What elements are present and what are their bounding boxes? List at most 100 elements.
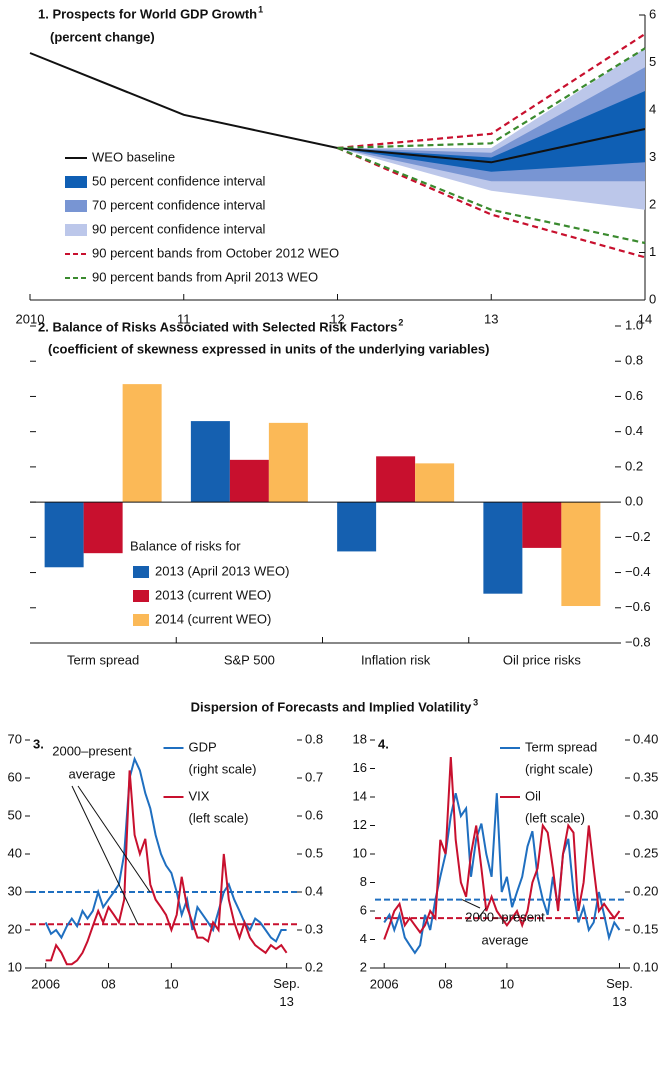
- y-tick-label: 2: [360, 959, 367, 974]
- y-tick-label: 20: [8, 921, 22, 936]
- legend-note: (right scale): [189, 761, 257, 776]
- legend-swatch: [65, 224, 87, 236]
- legend-label: WEO baseline: [92, 149, 175, 164]
- x-tick-label: S&P 500: [224, 652, 275, 667]
- legend-title: Balance of risks for: [130, 538, 241, 553]
- y2-tick-label: 0.30: [633, 807, 658, 822]
- legend-swatch: [65, 176, 87, 188]
- annotation: 2000–present: [465, 909, 545, 924]
- y-tick-label: −0.2: [625, 529, 651, 544]
- y-tick-label: 1.0: [625, 317, 643, 332]
- x-tick-label: Oil price risks: [503, 652, 582, 667]
- footnote-mark: 1: [258, 4, 263, 14]
- y-tick-label: 4: [360, 931, 367, 946]
- x-tick-label: 10: [500, 976, 514, 991]
- legend-label: Oil: [525, 788, 541, 803]
- legend-note: (right scale): [525, 761, 593, 776]
- legend-label: Term spread: [525, 739, 597, 754]
- x-tick-label: Sep. 13: [606, 976, 633, 1009]
- bar: [122, 384, 162, 503]
- bar: [229, 459, 269, 503]
- x-tick-label: 2010: [16, 311, 45, 326]
- y-tick-label: 6: [360, 902, 367, 917]
- band-edge-line: [337, 146, 646, 259]
- y-tick-label: 0.2: [625, 458, 643, 473]
- legend-label: 50 percent confidence interval: [92, 173, 266, 188]
- y-tick-label: 4: [649, 101, 656, 116]
- y-tick-label: 0.8: [625, 353, 643, 368]
- y-tick-label: 14: [353, 788, 367, 803]
- y-tick-label: 30: [8, 883, 22, 898]
- y2-tick-label: 0.6: [305, 807, 323, 822]
- y-tick-label: 0.6: [625, 388, 643, 403]
- y-tick-label: 10: [8, 959, 22, 974]
- annotation: average: [482, 932, 529, 947]
- y2-tick-label: 0.35: [633, 769, 658, 784]
- x-tick-label: 10: [164, 976, 178, 991]
- x-tick-label: 11: [177, 311, 191, 326]
- legend-label: 70 percent confidence interval: [92, 197, 266, 212]
- y-tick-label: 8: [360, 874, 367, 889]
- leader-line: [77, 785, 151, 893]
- bar: [415, 463, 455, 503]
- legend-label: 90 percent bands from April 2013 WEO: [92, 269, 318, 284]
- chart-subtitle: (coefficient of skewness expressed in un…: [48, 341, 489, 356]
- y2-tick-label: 0.40: [633, 731, 658, 746]
- y-tick-label: 50: [8, 807, 22, 822]
- band-edge-line: [337, 146, 646, 245]
- y-tick-label: 60: [8, 769, 22, 784]
- series-line: [383, 757, 621, 940]
- x-tick-label: 12: [330, 311, 344, 326]
- chart-subtitle: (percent change): [50, 29, 155, 44]
- chart-title: 4.: [378, 736, 389, 751]
- legend-label: 90 percent confidence interval: [92, 221, 266, 236]
- legend-label: 2013 (April 2013 WEO): [155, 563, 289, 578]
- y2-tick-label: 0.3: [305, 921, 323, 936]
- y2-tick-label: 0.7: [305, 769, 323, 784]
- bar: [561, 502, 601, 607]
- legend-label: 2013 (current WEO): [155, 587, 271, 602]
- x-tick-label: 14: [638, 311, 652, 326]
- chart-title: 2. Balance of Risks Associated with Sele…: [38, 319, 397, 334]
- annotation: 2000–present: [52, 743, 132, 758]
- legend-note: (left scale): [189, 810, 249, 825]
- y2-tick-label: 0.2: [305, 959, 323, 974]
- leader-line: [477, 907, 487, 919]
- legend-label: GDP: [189, 739, 217, 754]
- x-tick-label: 2006: [370, 976, 399, 991]
- series-line: [383, 792, 621, 955]
- y-tick-label: 10: [353, 845, 367, 860]
- y-tick-label: 0.0: [625, 494, 643, 509]
- chart-title: 3.: [33, 736, 44, 751]
- section-heading: Dispersion of Forecasts and Implied Vola…: [191, 699, 473, 714]
- series-line: [45, 770, 288, 966]
- x-tick-label: 08: [101, 976, 115, 991]
- legend-label: 2014 (current WEO): [155, 611, 271, 626]
- band-edge-line: [337, 47, 646, 150]
- leader-line: [71, 785, 139, 925]
- y-tick-label: 3: [649, 149, 656, 164]
- chart-title: 1. Prospects for World GDP Growth: [38, 6, 257, 21]
- y-tick-label: −0.8: [625, 634, 651, 649]
- x-tick-label: Sep. 13: [273, 976, 300, 1009]
- footnote-mark: 2: [398, 317, 403, 327]
- y2-tick-label: 0.15: [633, 921, 658, 936]
- leader-line: [461, 899, 481, 909]
- y-tick-label: 70: [8, 731, 22, 746]
- y-tick-label: 18: [353, 731, 367, 746]
- y-tick-label: −0.6: [625, 599, 651, 614]
- annotation: average: [69, 766, 116, 781]
- bar: [83, 502, 123, 554]
- y-tick-label: 12: [353, 817, 367, 832]
- legend-label: VIX: [189, 788, 210, 803]
- y-tick-label: 0.4: [625, 423, 643, 438]
- footnote-mark: 3: [473, 697, 478, 707]
- bar: [190, 421, 230, 503]
- y-tick-label: 2: [649, 196, 656, 211]
- y-tick-label: 0: [649, 291, 656, 306]
- x-tick-label: Inflation risk: [361, 652, 431, 667]
- legend-label: 90 percent bands from October 2012 WEO: [92, 245, 339, 260]
- y-tick-label: 40: [8, 845, 22, 860]
